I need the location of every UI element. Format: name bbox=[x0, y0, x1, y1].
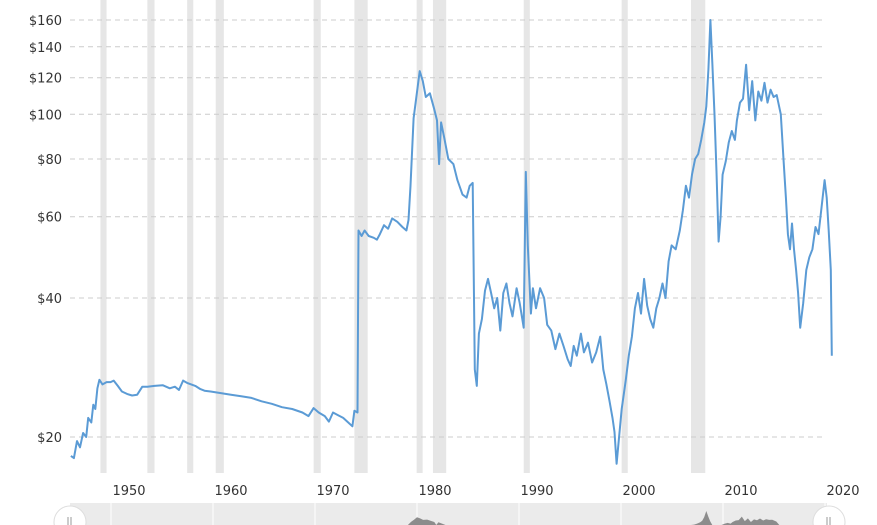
y-tick-label: $60 bbox=[37, 211, 62, 226]
y-tick-label: $100 bbox=[29, 108, 62, 123]
x-tick-label: 1970 bbox=[316, 484, 349, 499]
recession-band bbox=[416, 0, 423, 473]
recession-band bbox=[691, 0, 706, 473]
navigator-series-area bbox=[70, 511, 828, 525]
grip-lines-icon bbox=[826, 517, 831, 525]
recession-band bbox=[313, 0, 321, 473]
grip-lines-icon bbox=[67, 517, 72, 525]
x-tick-label: 1960 bbox=[214, 484, 247, 499]
price-line[interactable] bbox=[70, 19, 833, 465]
y-tick-label: $40 bbox=[37, 292, 62, 307]
x-tick-label: 1990 bbox=[520, 484, 553, 499]
x-axis-labels: 1950 1960 1970 1980 1990 2000 2010 2020 bbox=[112, 484, 859, 499]
y-tick-label: $80 bbox=[37, 153, 62, 168]
recession-band bbox=[187, 0, 194, 473]
recession-band bbox=[215, 0, 224, 473]
recession-band bbox=[100, 0, 107, 473]
x-tick-label: 1980 bbox=[418, 484, 451, 499]
y-axis-labels: $20 $40 $60 $80 $100 $120 $140 $160 bbox=[29, 14, 62, 446]
x-tick-label: 2010 bbox=[724, 484, 757, 499]
navigator-left-handle[interactable] bbox=[53, 505, 87, 525]
x-tick-label: 2020 bbox=[826, 484, 859, 499]
y-tick-label: $120 bbox=[29, 72, 62, 87]
y-tick-label: $160 bbox=[29, 14, 62, 29]
recession-band bbox=[147, 0, 155, 473]
y-tick-label: $140 bbox=[29, 41, 62, 56]
navigator-right-handle[interactable] bbox=[812, 505, 846, 525]
y-tick-label: $20 bbox=[37, 431, 62, 446]
recession-band bbox=[432, 0, 447, 473]
navigator[interactable] bbox=[53, 503, 846, 525]
x-tick-label: 2000 bbox=[622, 484, 655, 499]
x-tick-label: 1950 bbox=[112, 484, 145, 499]
recession-band bbox=[621, 0, 628, 473]
navigator-track[interactable] bbox=[70, 503, 827, 525]
recession-bands bbox=[100, 0, 706, 473]
